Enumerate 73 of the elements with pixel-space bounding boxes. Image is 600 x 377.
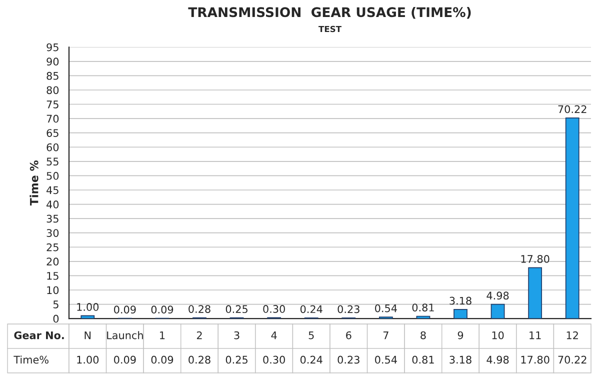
data-label: 4.98 [486,356,509,364]
bar [416,316,430,319]
text: 0.24 [300,305,322,314]
bar [528,267,542,319]
x-tick-label: 8 [420,331,426,340]
y-tick-label: 0 [53,314,59,323]
data-label: 1.00 [77,356,99,364]
y-tick-label: 40 [46,200,59,208]
text: 70.22 [558,105,586,114]
x-tick-label: 2 [196,331,202,340]
text: 3.18 [450,296,472,305]
y-tick-label: 65 [46,129,58,137]
x-tick-label: 6 [346,331,352,340]
data-label: 0.09 [114,356,136,364]
data-label: 0.28 [188,356,210,364]
bar [454,309,468,319]
y-axis-title: Time % [30,160,38,206]
bar [490,304,505,319]
y-tick-label: 60 [46,143,59,152]
x-tick-label: 4 [271,331,277,340]
data-label: 17.80 [521,356,550,364]
bar [565,118,580,319]
y-tick-label: 30 [46,229,59,237]
text: 0.81 [412,304,434,312]
data-label: 3.18 [450,356,472,364]
y-tick-label: 85 [46,72,58,80]
x-tick-label: 5 [308,331,314,340]
text: 1.00 [77,303,99,311]
text: 0.09 [151,306,174,314]
y-tick-label: 50 [46,172,59,180]
text: Time% [14,356,48,364]
y-tick-label: 10 [47,286,59,294]
text: 0.09 [114,306,136,314]
chart-title: TRANSMISSION GEAR USAGE (TIME%) [188,6,471,19]
y-tick-label: 25 [46,243,58,252]
x-axis-title: Gear No. [14,331,64,340]
x-tick-label: 11 [530,331,541,340]
chart-subtitle: TEST [318,26,342,32]
data-label: 0.25 [226,356,248,364]
x-tick-label: 1 [160,331,165,340]
x-tick-label: Launch [107,331,143,340]
data-label: 0.81 [412,356,434,364]
text: 0.23 [338,305,360,314]
data-label: 70.22 [558,356,586,364]
text: 0.28 [188,305,210,313]
text: 0.54 [375,304,397,312]
y-tick-label: 15 [47,272,58,280]
y-tick-label: 5 [53,300,58,308]
x-tick-label: N [84,331,91,340]
x-tick-label: 9 [458,331,464,340]
text: 0.25 [226,305,248,314]
data-label: 0.09 [151,356,174,364]
data-label: 0.30 [263,356,285,364]
y-tick-label: 95 [46,43,58,52]
bar [80,315,95,319]
text: 4.98 [486,292,509,300]
y-tick-label: 70 [46,114,59,123]
x-tick-label: 3 [234,331,240,340]
y-tick-label: 55 [46,158,58,166]
x-tick-label: 10 [492,331,504,340]
y-tick-label: 80 [46,86,59,94]
data-label: 0.24 [300,356,322,364]
data-label: 0.23 [338,356,360,364]
x-tick-label: 7 [383,331,388,340]
text: 0.30 [263,305,285,313]
y-tick-label: 90 [46,58,59,66]
y-tick-label: 35 [46,214,58,223]
y-tick-label: 75 [46,100,58,108]
data-label: 0.54 [375,356,397,364]
text: 17.80 [521,255,550,263]
y-tick-label: 45 [46,186,58,194]
y-tick-label: 20 [46,258,59,266]
x-tick-label: 12 [566,331,578,340]
